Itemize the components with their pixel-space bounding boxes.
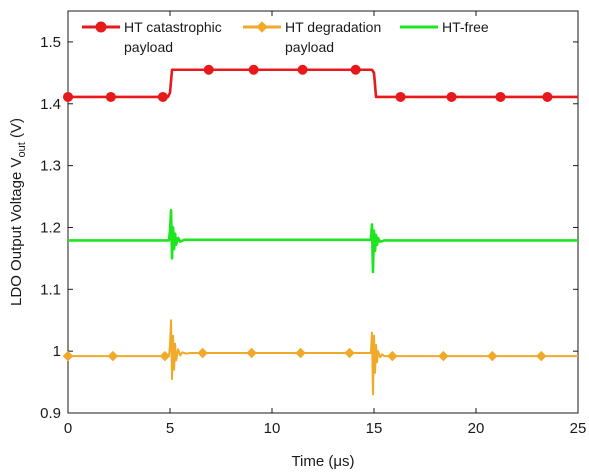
y-axis-title-main: LDO Output Voltage V <box>8 158 25 306</box>
x-tick-label: 5 <box>166 420 174 437</box>
legend-label-free: HT-free <box>442 19 489 35</box>
data-point-catastrophic <box>203 64 214 75</box>
data-point-degradation <box>107 350 119 362</box>
data-point-catastrophic <box>446 91 457 102</box>
data-point-degradation <box>438 350 449 362</box>
series-free <box>68 208 578 274</box>
data-point-degradation <box>387 350 398 362</box>
x-axis: 0 5 10 15 20 25 <box>64 11 587 437</box>
series-line-degradation <box>68 319 578 396</box>
legend-label-catastrophic-line2: payload <box>124 39 173 55</box>
series-line-free <box>68 208 578 274</box>
y-tick-label: 1.4 <box>40 96 61 113</box>
data-point-degradation <box>487 350 498 362</box>
x-tick-label: 20 <box>468 420 485 437</box>
legend-entry-degradation: HT degradation payload <box>243 19 381 55</box>
y-tick-label: 1 <box>53 343 61 360</box>
data-point-degradation <box>159 350 171 362</box>
y-tick-label: 1.2 <box>40 219 61 236</box>
data-point-catastrophic <box>248 64 259 75</box>
legend-entry-free: HT-free <box>400 19 489 35</box>
data-point-catastrophic <box>395 91 406 102</box>
series-degradation <box>62 319 578 396</box>
y-axis: 0.9 1 1.1 1.2 1.3 1.4 1.5 <box>40 34 578 422</box>
series-line-catastrophic <box>68 68 578 99</box>
legend-marker-catastrophic <box>95 21 107 33</box>
x-tick-label: 10 <box>264 420 281 437</box>
legend-entry-catastrophic: HT catastrophic payload <box>82 19 222 55</box>
legend-label-degradation-line1: HT degradation <box>285 19 381 35</box>
data-point-degradation <box>295 347 306 359</box>
data-point-catastrophic <box>350 64 361 75</box>
series-catastrophic <box>63 64 578 102</box>
y-axis-title-subscript: out <box>16 142 28 157</box>
data-point-catastrophic <box>495 91 506 102</box>
data-point-degradation <box>536 350 547 362</box>
y-axis-title-unit: (V) <box>8 118 25 142</box>
data-point-catastrophic <box>63 91 73 102</box>
data-point-catastrophic <box>157 91 168 102</box>
y-tick-label: 0.9 <box>40 405 61 422</box>
legend-label-catastrophic-line1: HT catastrophic <box>124 19 222 35</box>
y-tick-label: 1.3 <box>40 158 61 175</box>
legend-marker-degradation <box>256 21 268 33</box>
data-point-degradation <box>344 347 355 359</box>
data-point-degradation <box>246 347 257 359</box>
x-tick-label: 25 <box>570 420 587 437</box>
y-tick-label: 1.1 <box>40 281 61 298</box>
series-layer <box>62 64 578 396</box>
data-point-catastrophic <box>542 91 553 102</box>
legend-label-degradation-line2: payload <box>285 39 334 55</box>
plot-frame <box>67 10 579 414</box>
data-point-degradation <box>62 350 74 362</box>
x-axis-title: Time (μs) <box>291 453 354 470</box>
data-point-catastrophic <box>297 64 308 75</box>
data-point-degradation <box>197 347 208 359</box>
legend: HT catastrophic payload HT degradation p… <box>82 19 489 55</box>
x-tick-label: 0 <box>64 420 72 437</box>
y-axis-title: LDO Output Voltage Vout (V) <box>8 118 28 306</box>
x-tick-label: 15 <box>366 420 383 437</box>
y-tick-label: 1.5 <box>40 34 61 51</box>
data-point-catastrophic <box>105 91 116 102</box>
